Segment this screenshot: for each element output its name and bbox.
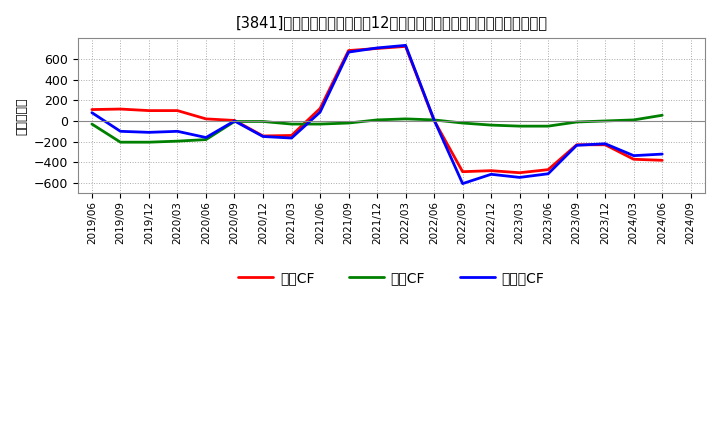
投資CF xyxy=(315,121,324,127)
フリーCF xyxy=(258,134,267,139)
フリーCF xyxy=(202,135,210,140)
Line: フリーCF: フリーCF xyxy=(92,45,662,183)
投資CF xyxy=(572,119,581,125)
営業CF xyxy=(230,118,239,123)
フリーCF xyxy=(230,118,239,124)
投資CF xyxy=(430,117,438,123)
営業CF xyxy=(373,46,382,51)
フリーCF xyxy=(344,49,353,55)
フリーCF xyxy=(287,136,296,141)
営業CF xyxy=(430,118,438,123)
Y-axis label: （百万円）: （百万円） xyxy=(15,97,28,135)
フリーCF xyxy=(88,110,96,115)
投資CF xyxy=(230,119,239,124)
投資CF xyxy=(516,124,524,129)
投資CF xyxy=(459,121,467,126)
営業CF xyxy=(202,116,210,121)
投資CF xyxy=(401,116,410,121)
フリーCF xyxy=(430,117,438,123)
フリーCF xyxy=(658,151,667,157)
営業CF xyxy=(544,167,552,172)
営業CF xyxy=(601,142,610,147)
フリーCF xyxy=(401,43,410,48)
投資CF xyxy=(487,122,495,128)
フリーCF xyxy=(544,171,552,176)
フリーCF xyxy=(516,175,524,180)
投資CF xyxy=(258,119,267,124)
投資CF xyxy=(202,137,210,142)
Legend: 営業CF, 投資CF, フリーCF: 営業CF, 投資CF, フリーCF xyxy=(233,266,550,291)
Line: 投資CF: 投資CF xyxy=(92,115,662,142)
営業CF xyxy=(629,157,638,162)
投資CF xyxy=(601,118,610,124)
投資CF xyxy=(116,139,125,145)
フリーCF xyxy=(116,128,125,134)
営業CF xyxy=(516,170,524,176)
投資CF xyxy=(629,117,638,123)
営業CF xyxy=(145,108,153,113)
投資CF xyxy=(373,117,382,123)
投資CF xyxy=(145,139,153,145)
投資CF xyxy=(173,139,181,144)
投資CF xyxy=(344,121,353,126)
フリーCF xyxy=(173,128,181,134)
営業CF xyxy=(401,44,410,49)
営業CF xyxy=(344,48,353,53)
フリーCF xyxy=(145,130,153,135)
営業CF xyxy=(487,168,495,173)
営業CF xyxy=(258,133,267,139)
営業CF xyxy=(315,106,324,111)
フリーCF xyxy=(459,181,467,186)
Line: 営業CF: 営業CF xyxy=(92,46,662,173)
営業CF xyxy=(173,108,181,113)
フリーCF xyxy=(601,141,610,147)
フリーCF xyxy=(315,110,324,115)
営業CF xyxy=(572,142,581,147)
投資CF xyxy=(88,121,96,127)
Title: [3841]　キャッシュフローの12か月移動合計の対前年同期増減額の推移: [3841] キャッシュフローの12か月移動合計の対前年同期増減額の推移 xyxy=(235,15,547,30)
営業CF xyxy=(116,106,125,112)
投資CF xyxy=(658,113,667,118)
フリーCF xyxy=(487,172,495,177)
投資CF xyxy=(544,124,552,129)
フリーCF xyxy=(572,143,581,148)
営業CF xyxy=(658,158,667,163)
フリーCF xyxy=(373,45,382,51)
フリーCF xyxy=(629,153,638,158)
営業CF xyxy=(88,107,96,112)
投資CF xyxy=(287,121,296,127)
営業CF xyxy=(459,169,467,174)
営業CF xyxy=(287,133,296,138)
